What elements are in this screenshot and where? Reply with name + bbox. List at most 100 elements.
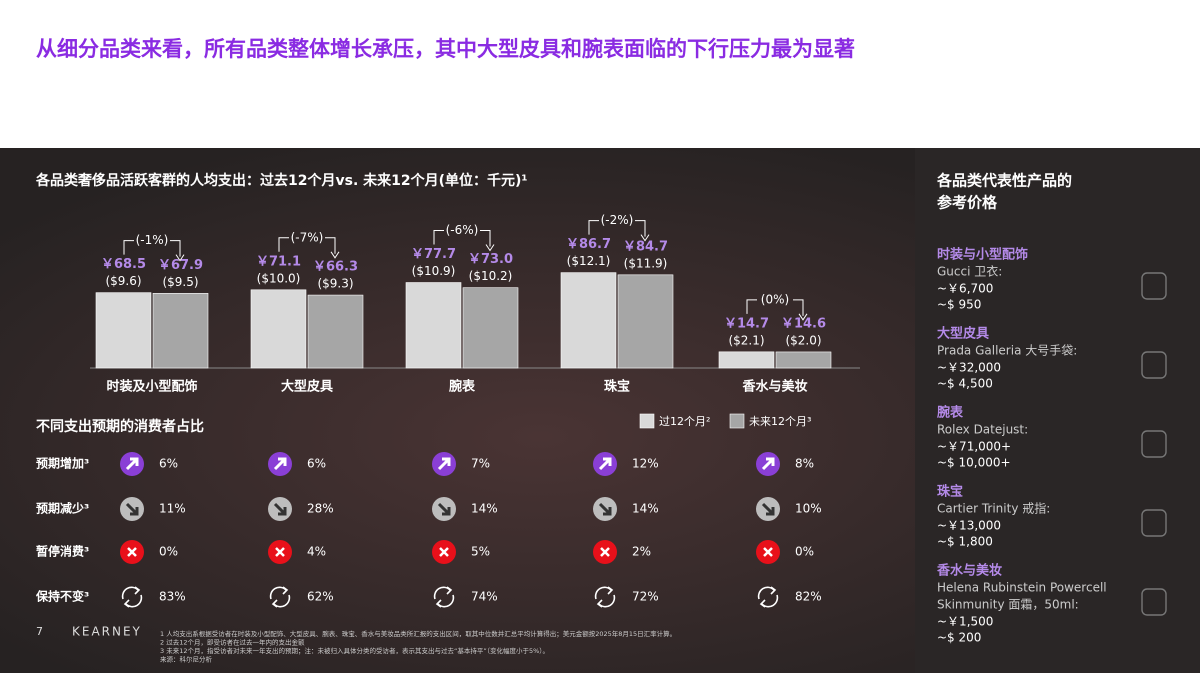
row-label: 保持不变³ — [35, 589, 89, 604]
bar — [95, 292, 152, 369]
value-label: ￥67.9 — [158, 258, 203, 273]
value-label: ￥77.7 — [411, 247, 456, 262]
change-arrow — [330, 251, 340, 259]
bar — [775, 351, 832, 369]
bar — [307, 294, 364, 369]
legend-swatch — [639, 413, 655, 429]
sidebar-category: 腕表 — [937, 405, 964, 421]
sidebar-price: ~￥32,000 — [937, 361, 1001, 375]
sidebar-price: ~￥6,700 — [937, 282, 993, 296]
category-label: 香水与美妆 — [741, 379, 807, 395]
change-arrow — [640, 234, 650, 242]
footnote: 来源：科尔尼分析 — [160, 655, 213, 664]
cell-value: 7% — [471, 457, 490, 471]
change-label: (0%) — [761, 292, 789, 306]
page-number: 7 — [36, 625, 43, 638]
bar — [405, 282, 462, 369]
icon-same — [757, 586, 779, 608]
legend-swatch — [729, 413, 745, 429]
icon-up-arrow — [125, 457, 139, 471]
value-label: ￥86.7 — [566, 237, 611, 252]
footnote: 2 过去12个月，即受访者在过去一年内的支出金额 — [160, 638, 305, 647]
usd-label: ($9.6) — [105, 274, 141, 288]
sidebar-category: 香水与美妆 — [936, 563, 1002, 579]
cell-value: 12% — [632, 457, 659, 471]
icon-stop-x — [275, 547, 285, 557]
icon-stop-x — [600, 547, 610, 557]
value-label: ￥73.0 — [468, 252, 513, 267]
sidebar-price: ~￥1,500 — [937, 615, 993, 629]
icon-same — [594, 586, 616, 608]
sidebar-product: Rolex Datejust: — [937, 423, 1028, 437]
cell-value: 6% — [307, 457, 326, 471]
icon-up-arrow — [273, 457, 287, 471]
bar — [250, 289, 307, 369]
icon-up-arrow — [761, 457, 775, 471]
change-label: (-7%) — [291, 230, 324, 244]
cell-value: 10% — [795, 502, 822, 516]
cell-value: 0% — [795, 545, 814, 559]
change-arrow — [175, 254, 185, 262]
cell-value: 8% — [795, 457, 814, 471]
cell-value: 28% — [307, 502, 334, 516]
icon-down-arrow — [273, 502, 287, 516]
usd-label: ($10.2) — [469, 269, 513, 283]
sidebar-price: ~$ 4,500 — [937, 377, 993, 391]
bar — [560, 272, 617, 369]
value-label: ￥68.5 — [101, 257, 146, 272]
value-label: ￥84.7 — [623, 239, 668, 254]
icon-same — [433, 586, 455, 608]
category-label: 大型皮具 — [281, 379, 333, 395]
cell-value: 0% — [159, 545, 178, 559]
sidebar-title: 参考价格 — [937, 194, 998, 212]
cell-value: 14% — [632, 502, 659, 516]
icon-same — [121, 586, 143, 608]
usd-label: ($10.0) — [257, 271, 301, 285]
footnote: 3 未来12个月，指受访者对未来一年支出的预期；注：未被归入具体分类的受访者，表… — [160, 646, 549, 655]
sidebar-price: ~$ 1,800 — [937, 535, 993, 549]
icon-stop-x — [127, 547, 137, 557]
icon-stop-x — [439, 547, 449, 557]
change-bracket — [123, 240, 181, 257]
icon-up-arrow — [598, 457, 612, 471]
value-label: ￥66.3 — [313, 260, 358, 275]
sidebar-price: ~$ 950 — [937, 298, 981, 312]
sidebar-category: 珠宝 — [937, 484, 963, 500]
icon-down-arrow — [761, 502, 775, 516]
change-label: (-6%) — [446, 223, 479, 237]
usd-label: ($11.9) — [624, 256, 668, 270]
cell-value: 6% — [159, 457, 178, 471]
change-arrow — [798, 313, 808, 321]
change-label: (-1%) — [136, 233, 169, 247]
change-label: (-2%) — [601, 213, 634, 227]
sidebar-icon — [1141, 588, 1167, 616]
bar — [718, 351, 775, 369]
category-label: 时装及小型配饰 — [106, 379, 197, 395]
cell-value: 14% — [471, 502, 498, 516]
sidebar-category: 大型皮具 — [937, 326, 989, 342]
bar — [462, 287, 519, 369]
cell-value: 82% — [795, 590, 822, 604]
change-arrow — [485, 244, 495, 252]
cell-value: 72% — [632, 590, 659, 604]
sidebar-product: Helena Rubinstein Powercell — [937, 581, 1107, 595]
category-label: 腕表 — [449, 379, 476, 395]
icon-down-arrow — [437, 502, 451, 516]
usd-label: ($2.0) — [785, 333, 821, 347]
row-label: 预期减少³ — [36, 501, 89, 516]
bar — [152, 293, 209, 369]
change-bracket — [278, 237, 336, 254]
cell-value: 62% — [307, 590, 334, 604]
change-bracket — [588, 220, 646, 237]
cell-value: 74% — [471, 590, 498, 604]
sidebar-product: Gucci 卫衣: — [937, 264, 1002, 279]
chart-title: 各品类奢侈品活跃客群的人均支出：过去12个月vs. 未来12个月(单位：千元)¹ — [35, 172, 528, 189]
table-title: 不同支出预期的消费者占比 — [36, 418, 204, 435]
icon-down-arrow — [125, 502, 139, 516]
change-bracket — [433, 230, 491, 247]
cell-value: 83% — [159, 590, 186, 604]
sidebar-panel — [915, 148, 1200, 673]
sidebar-price: ~$ 200 — [937, 631, 981, 645]
category-label: 珠宝 — [604, 379, 630, 395]
